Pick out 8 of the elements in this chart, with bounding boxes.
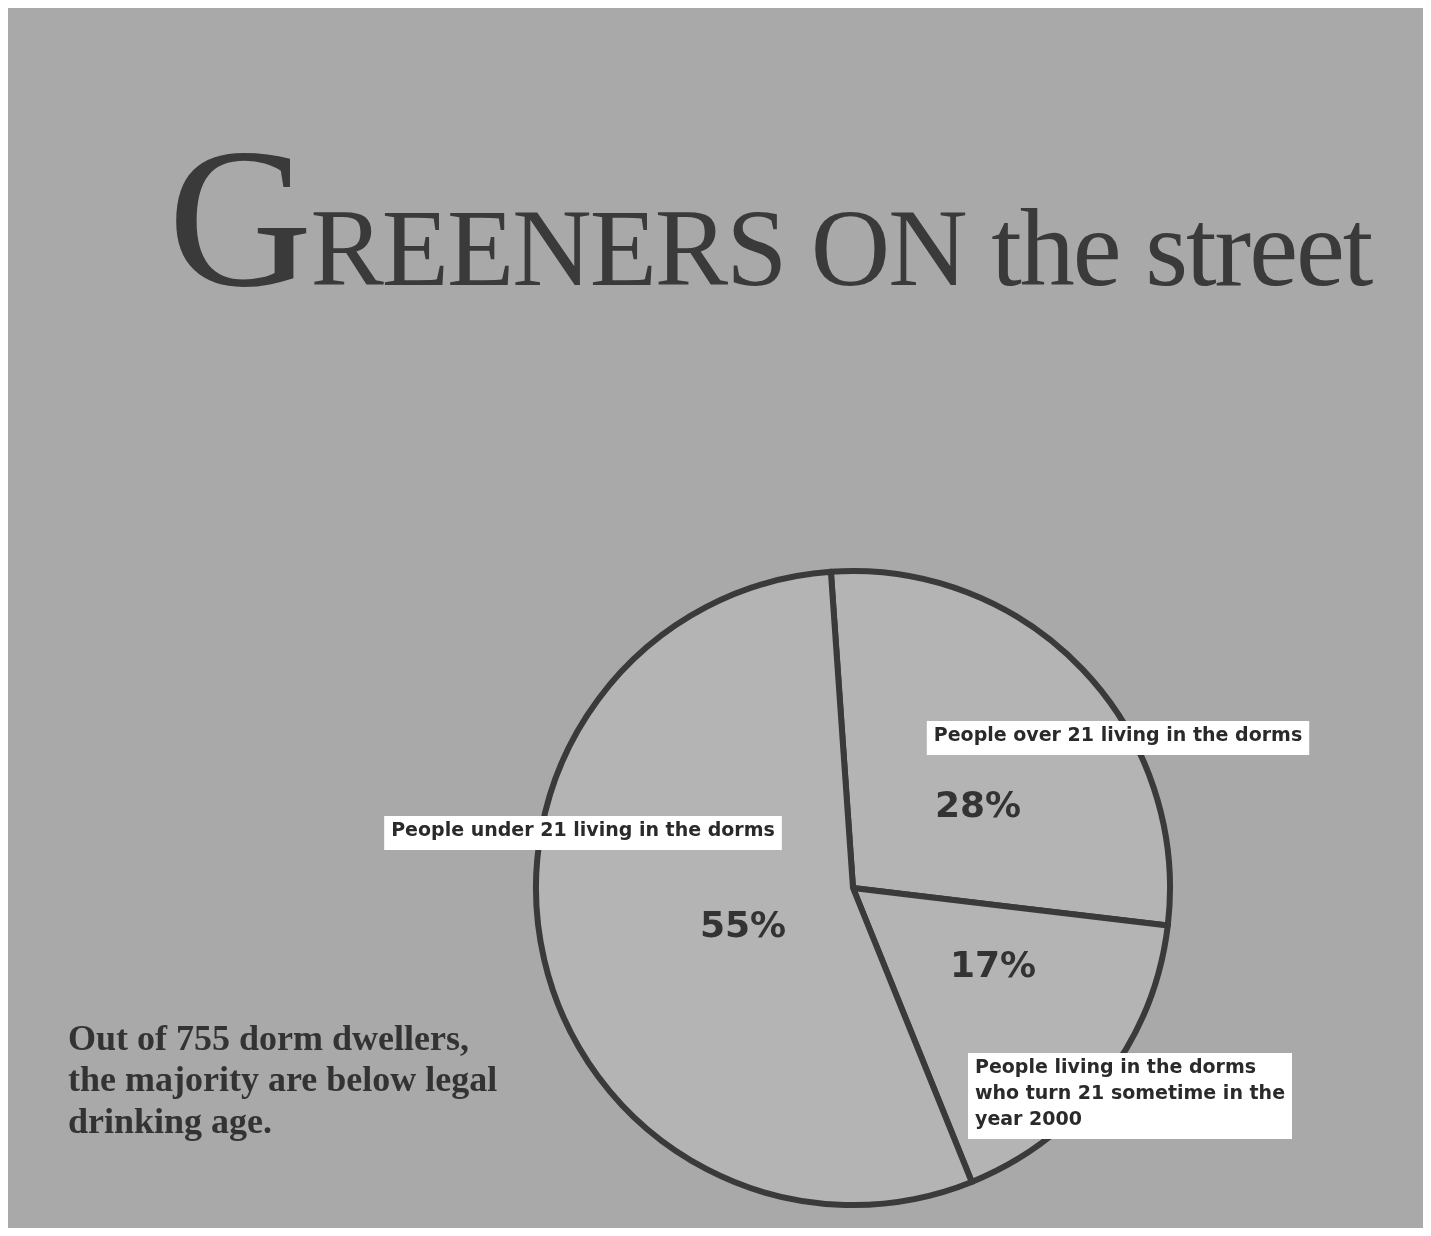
data-label: 28% <box>934 784 1022 826</box>
slice-label: People under 21 living in the dorms <box>391 818 775 841</box>
slice-label: People living in the dorms who turn 21 sometime in the year 2000 <box>975 1055 1286 1130</box>
text: Out of 755 dorm dwellers, the majority are below legal drinking age. <box>68 1018 499 1143</box>
chart-title: GREENERS ON the street <box>168 107 1372 328</box>
data-label: 17% <box>949 944 1037 986</box>
slice-label: People over 21 living in the dorms <box>933 723 1303 746</box>
data-label: 55% <box>699 904 787 946</box>
